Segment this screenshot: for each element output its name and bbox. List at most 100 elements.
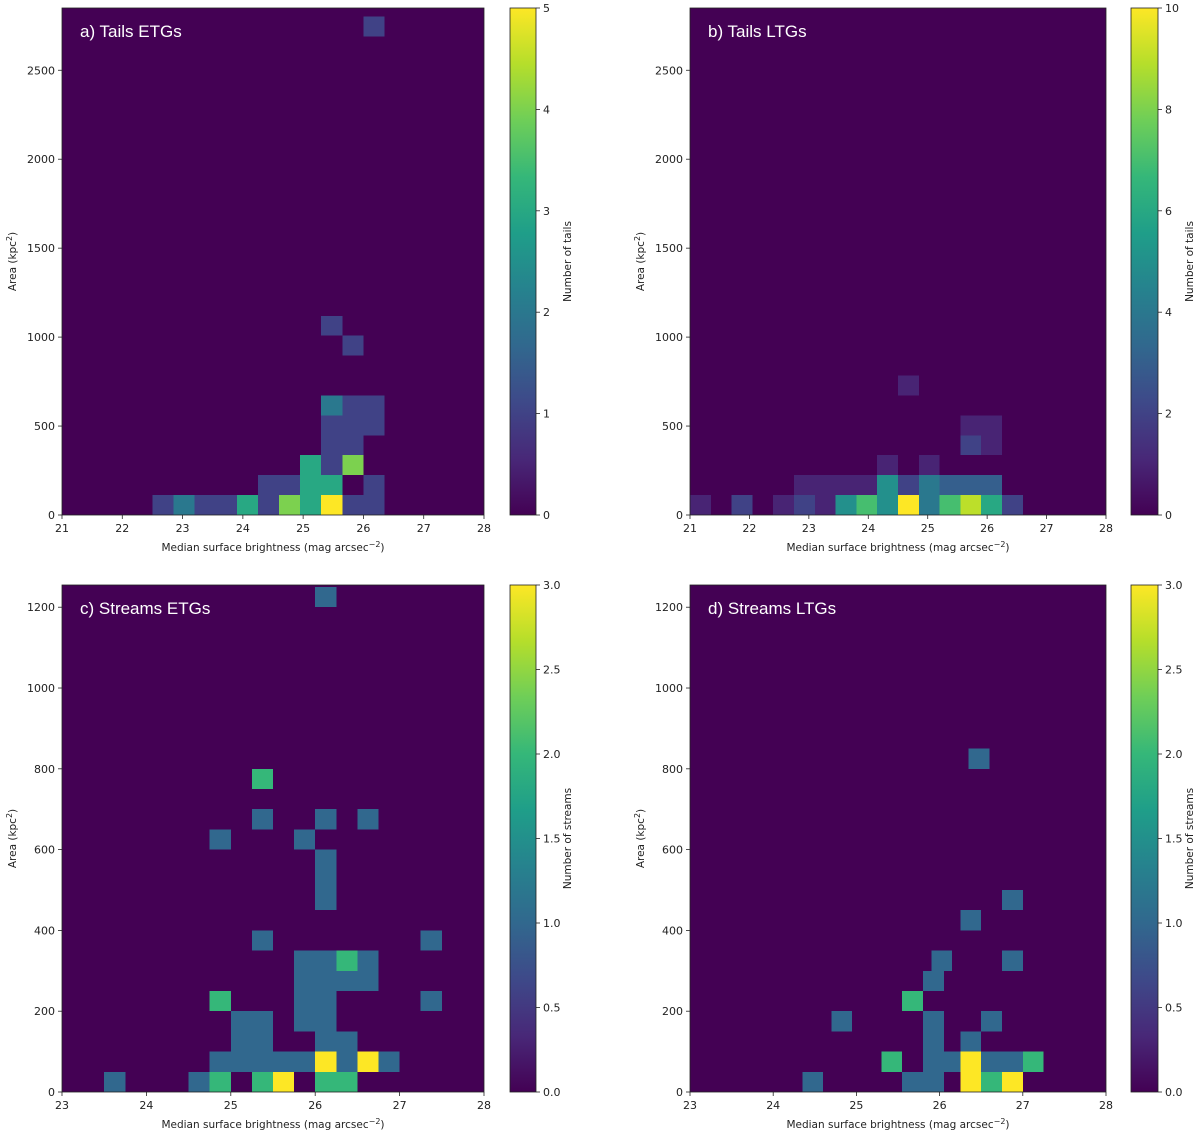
heatmap-cell <box>960 910 982 931</box>
heatmap-cell <box>835 475 857 496</box>
heatmap-cell <box>336 950 358 971</box>
heatmap-cell <box>251 930 273 951</box>
heatmap-cell <box>294 991 316 1012</box>
heatmap-cell <box>152 495 174 515</box>
x-axis-label: Median surface brightness (mag arcsec−2) <box>786 1117 1009 1131</box>
heatmap-cell <box>300 455 322 476</box>
y-tick-label: 200 <box>34 1005 55 1018</box>
heatmap-cell <box>420 930 442 951</box>
panel-title: a) Tails ETGs <box>80 22 182 41</box>
heatmap-cell <box>251 1031 273 1052</box>
y-axis-label: Area (kpc2) <box>633 809 647 868</box>
heatmap-cell <box>342 455 364 476</box>
heatmap-cell <box>342 395 364 416</box>
heatmap-cell <box>814 475 836 496</box>
heatmap-cell <box>315 587 337 608</box>
colorbar <box>509 584 537 1093</box>
heatmap-cell <box>315 869 337 891</box>
heatmap-cell <box>342 415 364 436</box>
heatmap-cell <box>215 495 237 515</box>
heatmap-cell <box>273 1051 295 1072</box>
colorbar-tick-label: 4 <box>543 103 550 116</box>
heatmap-cell <box>294 829 316 850</box>
y-tick-label: 1200 <box>655 601 683 614</box>
x-tick-label: 27 <box>1040 522 1054 535</box>
plot-background <box>62 8 484 515</box>
heatmap-cell <box>881 1051 903 1072</box>
heatmap-cell <box>939 1051 961 1072</box>
x-axis-label: Median surface brightness (mag arcsec−2) <box>161 540 384 554</box>
x-tick-label: 21 <box>683 522 697 535</box>
x-tick-label: 26 <box>356 522 370 535</box>
heatmap-cell <box>814 495 836 515</box>
heatmap-cell <box>363 475 385 496</box>
panel-c: c) Streams ETGs 23 24 25 26 27 28 0 200 400 600 800… <box>5 579 574 1131</box>
x-axis-label: Median surface brightness (mag arcsec−2) <box>161 1117 384 1131</box>
heatmap-cell <box>922 1071 944 1092</box>
heatmap-cell <box>188 1071 210 1092</box>
colorbar-tick-label: 2.5 <box>1165 664 1183 677</box>
heatmap-cell <box>960 415 982 436</box>
colorbar <box>1130 584 1159 1093</box>
y-tick-label: 200 <box>662 1005 683 1018</box>
y-tick-label: 0 <box>676 509 683 522</box>
colorbar-tick-label: 4 <box>1165 306 1172 319</box>
heatmap-cell <box>802 1071 824 1092</box>
heatmap-cell <box>321 395 343 416</box>
colorbar-tick-label: 10 <box>1165 2 1179 15</box>
plot-frame <box>61 7 485 516</box>
panel-title: d) Streams LTGs <box>708 599 836 618</box>
heatmap-cell <box>279 475 301 496</box>
heatmap-cell <box>1022 1051 1044 1072</box>
heatmap-cell <box>968 748 990 769</box>
plot-background <box>690 585 1106 1092</box>
heatmap-cell <box>357 970 379 992</box>
heatmap-cell <box>209 991 231 1012</box>
heatmap-cell <box>363 16 385 37</box>
heatmap-cell <box>939 475 961 496</box>
heatmap-cell <box>104 1071 126 1092</box>
heatmap-cell <box>960 1051 982 1072</box>
colorbar-tick-label: 0 <box>1165 509 1172 522</box>
heatmap-cell <box>315 1031 337 1052</box>
heatmap-cell <box>315 849 337 870</box>
y-tick-label: 500 <box>34 420 55 433</box>
heatmap-cell <box>363 395 385 416</box>
colorbar-tick-label: 0.0 <box>543 1086 561 1099</box>
y-tick-label: 2000 <box>655 153 683 166</box>
heatmap-cell <box>336 970 358 992</box>
y-tick-label: 400 <box>34 924 55 937</box>
heatmap-cell <box>194 495 216 515</box>
heatmap-cell <box>1002 495 1023 515</box>
colorbar-tick-label: 2 <box>1165 408 1172 421</box>
heatmap-cell <box>336 1071 358 1092</box>
colorbar-tick-label: 0.0 <box>1165 1086 1183 1099</box>
colorbar-tick-label: 2.5 <box>543 664 561 677</box>
heatmap-cell <box>981 415 1002 436</box>
y-tick-label: 1000 <box>655 682 683 695</box>
y-tick-label: 1000 <box>655 331 683 344</box>
heatmap-cell <box>251 809 273 830</box>
heatmap-cell <box>357 809 379 830</box>
heatmap-cell <box>294 970 316 992</box>
heatmap-cell <box>981 1011 1002 1032</box>
heatmap-cell <box>315 809 337 830</box>
heatmap-cell <box>918 495 940 515</box>
heatmap-cell <box>902 991 923 1012</box>
x-tick-label: 24 <box>766 1099 780 1112</box>
x-tick-label: 23 <box>802 522 816 535</box>
heatmap-cell <box>294 1011 316 1032</box>
heatmap-cell <box>1002 950 1023 971</box>
y-tick-label: 1000 <box>27 331 55 344</box>
heatmap-cell <box>939 495 961 515</box>
heatmap-cell <box>315 970 337 992</box>
heatmap-cell <box>960 1031 982 1052</box>
heatmap-cell <box>960 435 982 456</box>
x-tick-label: 28 <box>477 522 491 535</box>
heatmap-cell <box>922 1011 944 1032</box>
x-tick-label: 24 <box>236 522 250 535</box>
heatmap-cell <box>856 495 878 515</box>
heatmap-cell <box>209 1051 231 1072</box>
heatmap-cell <box>902 1071 923 1092</box>
